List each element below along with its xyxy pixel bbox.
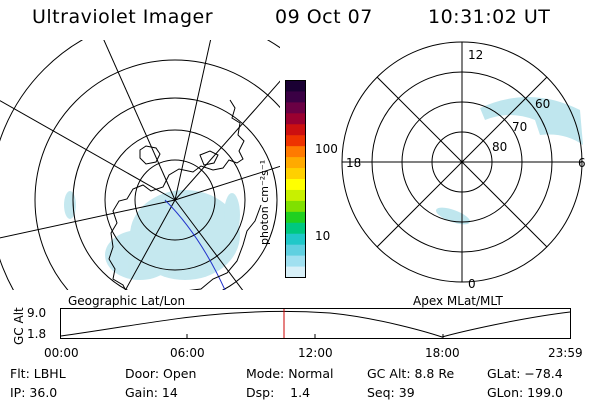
colorbar-segment — [285, 179, 306, 191]
colorbar-segment — [285, 168, 306, 180]
mlt-label-12: 12 — [468, 48, 484, 62]
colorbar-segment — [285, 157, 306, 169]
mlat-label-70: 70 — [512, 120, 528, 134]
colorbar-segment — [285, 124, 306, 136]
mlt-label-0: 0 — [468, 277, 476, 291]
geographic-map — [0, 40, 280, 290]
colorbar-segment — [285, 266, 306, 278]
colorbar-segment — [285, 189, 306, 202]
glat-status: GLat: −78.4 — [487, 366, 563, 381]
colorbar — [285, 80, 306, 278]
colorbar-tick-10: 10 — [315, 229, 331, 243]
alt-xtick-1200: 12:00 — [298, 346, 333, 360]
mlat-label-60: 60 — [535, 97, 551, 111]
mag-map-label: Apex MLat/MLT — [413, 294, 503, 308]
colorbar-segment — [285, 135, 306, 147]
gc-alt-status: GC Alt: 8.8 Re — [367, 366, 455, 381]
mode-status: Mode: Normal — [246, 366, 334, 381]
mlt-label-18: 18 — [346, 156, 362, 170]
mlat-label-80: 80 — [492, 140, 508, 154]
mlt-label-6: 6 — [578, 156, 586, 170]
colorbar-unit-label: photon cm⁻²s⁻¹ — [258, 159, 271, 245]
alt-xtick-0000: 00:00 — [44, 346, 79, 360]
gain-status: Gain: 14 — [125, 385, 178, 400]
time-label: 10:31:02 UT — [428, 6, 551, 28]
date-label: 09 Oct 07 — [275, 6, 373, 28]
colorbar-segment — [285, 222, 306, 235]
alt-xtick-0600: 06:00 — [170, 346, 205, 360]
alt-ylabel: GC Alt — [12, 307, 26, 345]
colorbar-segment — [285, 80, 306, 92]
alt-xtick-1800: 18:00 — [425, 346, 460, 360]
colorbar-tick-100: 100 — [315, 142, 338, 156]
seq-status: Seq: 39 — [367, 385, 415, 400]
glon-status: GLon: 199.0 — [487, 385, 563, 400]
alt-ytick-top: 9.0 — [27, 306, 47, 320]
geo-map-label: Geographic Lat/Lon — [68, 294, 186, 308]
colorbar-segment — [285, 255, 306, 268]
colorbar-segment — [285, 91, 306, 103]
colorbar-segment — [285, 244, 306, 257]
alt-ytick-bottom: 1.8 — [27, 327, 47, 341]
colorbar-segment — [285, 113, 306, 125]
colorbar-segment — [285, 102, 306, 114]
door-status: Door: Open — [125, 366, 197, 381]
magnetic-map — [341, 41, 583, 283]
altitude-plot — [60, 308, 571, 339]
colorbar-segment — [285, 233, 306, 246]
colorbar-segment — [285, 200, 306, 213]
ip-status: IP: 36.0 — [10, 385, 58, 400]
coastline — [108, 99, 262, 290]
colorbar-segment — [285, 211, 306, 224]
colorbar-segment — [285, 146, 306, 158]
filter-status: Flt: LBHL — [10, 366, 66, 381]
instrument-title: Ultraviolet Imager — [32, 6, 214, 28]
altitude-curve — [60, 311, 571, 338]
dsp-status: Dsp: 1.4 — [246, 385, 311, 400]
alt-xtick-2359: 23:59 — [548, 346, 583, 360]
